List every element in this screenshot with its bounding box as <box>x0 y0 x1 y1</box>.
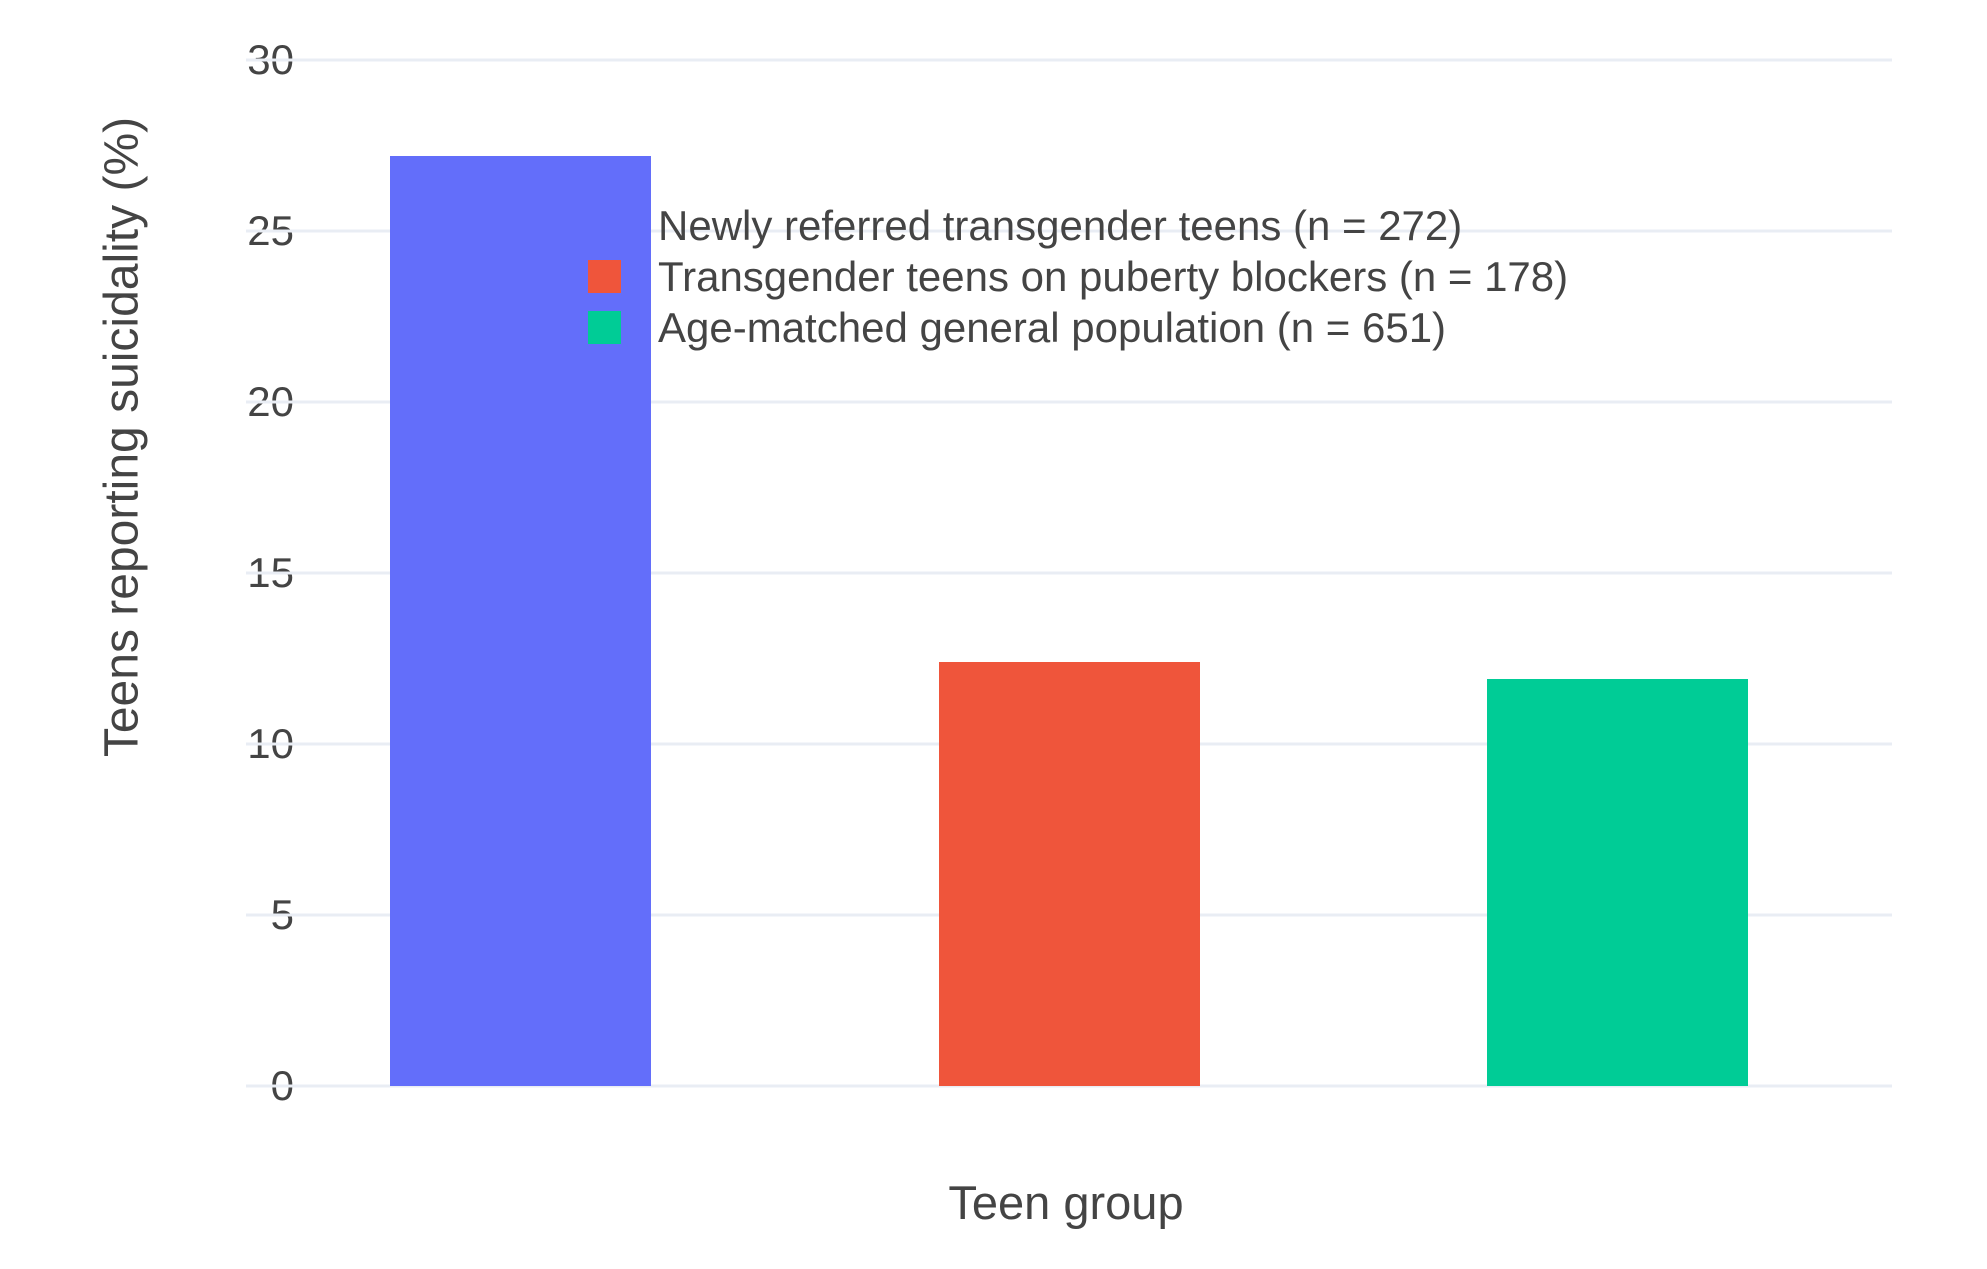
legend-swatch-icon <box>588 260 621 293</box>
bar-3[interactable] <box>1487 679 1749 1086</box>
gridline-y-15 <box>246 571 1892 575</box>
legend-label: Newly referred transgender teens (n = 27… <box>658 201 1463 249</box>
legend-label: Age-matched general population (n = 651) <box>658 303 1447 351</box>
gridline-y-25 <box>246 229 1892 233</box>
bar-2[interactable] <box>938 661 1200 1086</box>
x-axis-title: Teen group <box>948 1176 1184 1229</box>
legend: Newly referred transgender teens (n = 27… <box>588 200 1568 353</box>
bar-1[interactable] <box>389 155 651 1086</box>
y-axis-title: Teens reporting suicidality (%) <box>95 116 149 758</box>
legend-label: Transgender teens on puberty blockers (n… <box>658 252 1569 300</box>
plot-area <box>246 58 1892 1088</box>
gridline-y-30 <box>246 58 1892 62</box>
legend-item-2[interactable]: Transgender teens on puberty blockers (n… <box>588 251 1568 302</box>
gridline-y-20 <box>246 400 1892 404</box>
legend-swatch-icon <box>588 311 621 344</box>
gridline-y-0 <box>246 1084 1892 1088</box>
legend-item-3[interactable]: Age-matched general population (n = 651) <box>588 302 1568 353</box>
legend-swatch-icon <box>588 209 621 242</box>
legend-item-1[interactable]: Newly referred transgender teens (n = 27… <box>588 200 1568 251</box>
